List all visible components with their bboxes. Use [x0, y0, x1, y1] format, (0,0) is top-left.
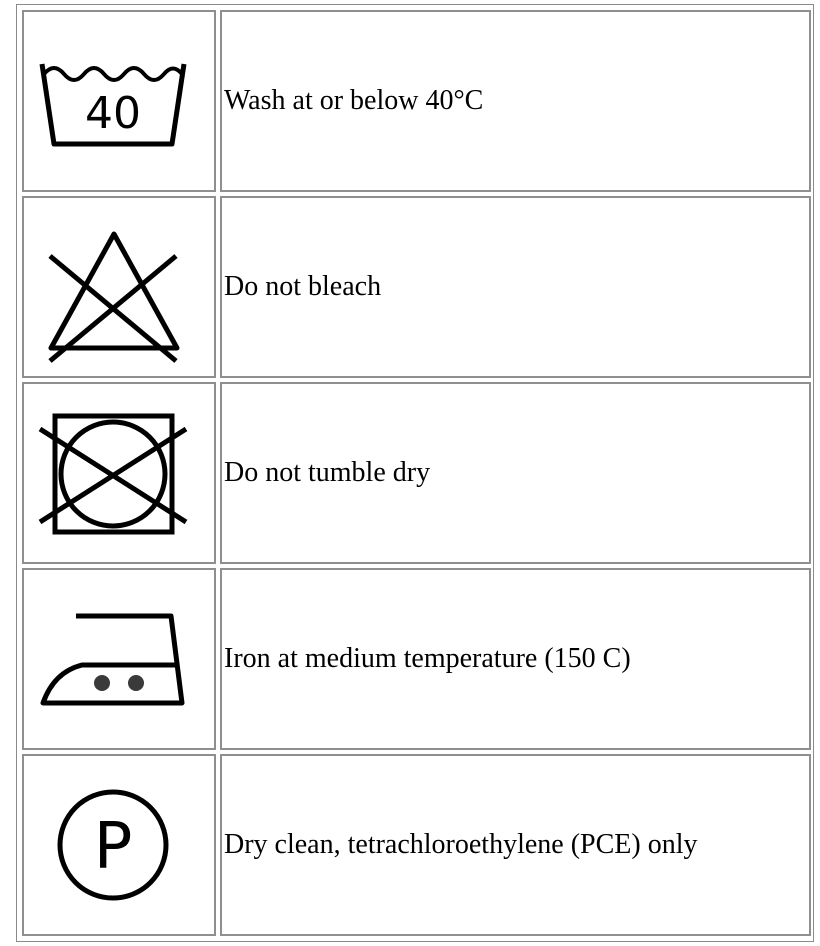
- wash-40-icon: 40: [39, 63, 187, 147]
- care-instruction-text: Do not tumble dry: [224, 457, 431, 488]
- care-instruction-text: Wash at or below 40°C: [224, 85, 484, 116]
- icon-cell: [22, 568, 216, 750]
- care-instruction-text: Iron at medium temperature (150 C): [224, 643, 631, 674]
- table-row: Do not bleach: [17, 196, 813, 378]
- iron-dot-icon: [94, 675, 110, 691]
- description-cell: Wash at or below 40°C: [220, 10, 811, 192]
- iron-medium-icon: [40, 613, 185, 706]
- table-row: 40 Wash at or below 40°C: [17, 10, 813, 192]
- table-row: Iron at medium temperature (150 C): [17, 568, 813, 750]
- wash-temperature-text: 40: [85, 88, 141, 139]
- dry-clean-p-icon: P: [57, 789, 169, 901]
- care-instruction-text: Do not bleach: [224, 271, 382, 302]
- care-instruction-text: Dry clean, tetrachloroethylene (PCE) onl…: [224, 829, 698, 860]
- do-not-tumble-dry-icon: [38, 413, 188, 535]
- icon-cell: 40: [22, 10, 216, 192]
- icon-cell: P: [22, 754, 216, 936]
- table-row: Do not tumble dry: [17, 382, 813, 564]
- care-label-table: 40 Wash at or below 40°C Do not bleach: [16, 4, 814, 942]
- icon-cell: [22, 196, 216, 378]
- description-cell: Dry clean, tetrachloroethylene (PCE) onl…: [220, 754, 811, 936]
- do-not-bleach-icon: [48, 231, 180, 363]
- description-cell: Do not tumble dry: [220, 382, 811, 564]
- iron-dot-icon: [128, 675, 144, 691]
- description-cell: Do not bleach: [220, 196, 811, 378]
- description-cell: Iron at medium temperature (150 C): [220, 568, 811, 750]
- table-row: P Dry clean, tetrachloroethylene (PCE) o…: [17, 754, 813, 936]
- dry-clean-letter-text: P: [94, 810, 133, 884]
- icon-cell: [22, 382, 216, 564]
